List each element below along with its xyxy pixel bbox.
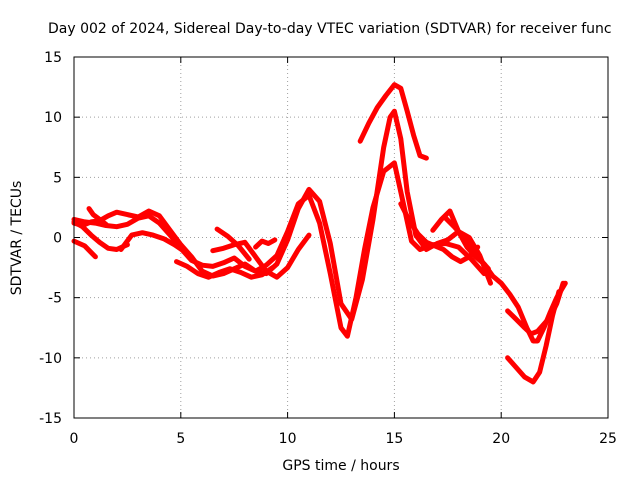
series-track-d — [71, 219, 130, 252]
series-track-e — [118, 230, 188, 255]
x-axis-label: GPS time / hours — [282, 458, 399, 474]
y-tick-label: 5 — [53, 170, 62, 186]
y-tick-label: -5 — [48, 291, 62, 307]
series-track-h — [210, 232, 312, 280]
series-track-j — [214, 226, 252, 262]
series-track-g — [174, 259, 276, 280]
y-tick-label: -10 — [39, 351, 62, 367]
series-track-i — [253, 237, 278, 250]
chart-title: Day 002 of 2024, Sidereal Day-to-day VTE… — [48, 21, 612, 37]
y-tick-label: 15 — [44, 50, 62, 66]
data-series — [71, 82, 568, 385]
y-tick-label: 10 — [44, 110, 62, 126]
series-track-k — [357, 82, 429, 161]
y-axis-label: SDTVAR / TECUs — [9, 181, 25, 296]
series-track-p — [443, 215, 491, 272]
series-track-c — [71, 238, 98, 260]
x-tick-label: 15 — [385, 431, 403, 447]
x-tick-label: 20 — [492, 431, 510, 447]
axis-ticks: 0 5 10 15 20 25 -15 -10 -5 0 5 10 15 — [39, 50, 617, 447]
y-tick-label: 0 — [53, 231, 62, 247]
series-track-b — [71, 108, 493, 322]
x-tick-label: 5 — [176, 431, 185, 447]
series-track-l — [398, 201, 481, 265]
x-tick-label: 10 — [279, 431, 297, 447]
series-track-a — [71, 160, 487, 339]
x-tick-label: 25 — [599, 431, 617, 447]
x-tick-label: 0 — [70, 431, 79, 447]
y-tick-label: -15 — [39, 411, 62, 427]
series-track-o — [505, 289, 562, 385]
series-track-f — [86, 206, 109, 227]
